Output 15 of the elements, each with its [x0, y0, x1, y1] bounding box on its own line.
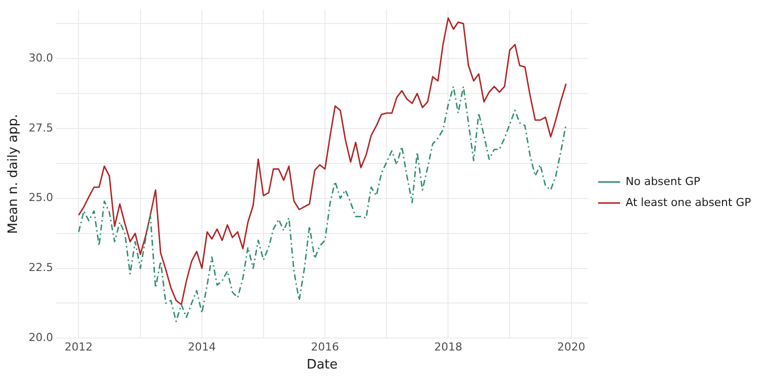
- x-tick-label: 2018: [434, 340, 462, 354]
- x-tick-label: 2012: [64, 340, 93, 354]
- x-tick-label: 2020: [557, 340, 586, 354]
- y-tick-label: 20.0: [28, 331, 54, 344]
- legend-label: At least one absent GP: [626, 196, 752, 209]
- y-tick-label: 25.0: [28, 191, 54, 204]
- y-tick-label: 30.0: [28, 51, 54, 64]
- y-tick-label: 22.5: [28, 261, 54, 274]
- y-axis-title: Mean n. daily app.: [6, 114, 22, 234]
- legend-label: No absent GP: [626, 174, 701, 188]
- x-axis-title: Date: [306, 358, 338, 373]
- y-tick-label: 27.5: [28, 121, 54, 134]
- x-tick-label: 2016: [310, 340, 339, 354]
- x-tick-label: 2014: [188, 340, 216, 354]
- line-series: [78, 86, 567, 322]
